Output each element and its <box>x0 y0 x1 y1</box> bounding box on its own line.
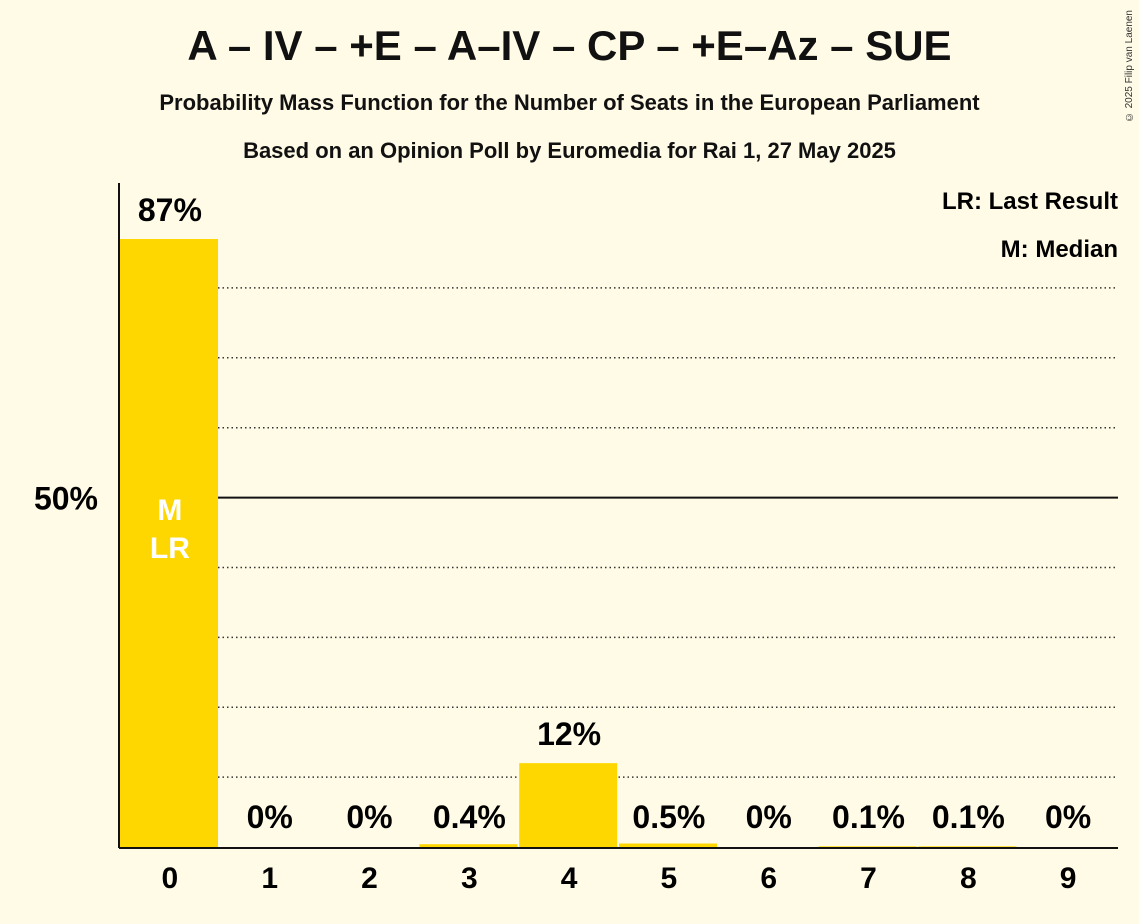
value-label: 0.5% <box>632 799 705 835</box>
value-label: 0.4% <box>433 799 506 835</box>
chart-title: A – IV – +E – A–IV – CP – +E–Az – SUE <box>187 22 952 69</box>
x-tick-label: 9 <box>1060 862 1077 895</box>
x-tick-label: 1 <box>261 862 278 895</box>
legend-last-result: LR: Last Result <box>942 188 1118 215</box>
bar-seats-4 <box>519 763 618 847</box>
bar-seats-3 <box>419 844 518 847</box>
x-tick-label: 5 <box>661 862 678 895</box>
x-tick-label: 6 <box>760 862 777 895</box>
gridlines <box>218 287 1118 778</box>
value-label: 0% <box>1045 799 1091 835</box>
value-label: 87% <box>138 192 202 228</box>
value-label: 0% <box>746 799 792 835</box>
bar-seats-0 <box>120 239 218 847</box>
x-tick-label: 7 <box>860 862 877 895</box>
value-label: 0.1% <box>932 799 1005 835</box>
median-marker: M <box>157 494 182 527</box>
value-label: 0% <box>247 799 293 835</box>
value-labels: 87% M LR 0% 0% 0.4% 12% 0.5% 0% 0.1% 0.1% 0% <box>138 192 1091 835</box>
y-tick-labels: 50% <box>34 481 98 517</box>
value-label: 0.1% <box>832 799 905 835</box>
last-result-marker: LR <box>150 532 190 565</box>
legend-median: M: Median <box>1001 236 1118 263</box>
bar-seats-7 <box>818 846 917 847</box>
value-label: 12% <box>537 716 601 752</box>
x-tick-labels: 0 1 2 3 4 5 6 7 8 9 <box>162 862 1077 895</box>
value-label: 0% <box>346 799 392 835</box>
x-tick-label: 0 <box>162 862 179 895</box>
x-tick-label: 2 <box>361 862 378 895</box>
x-tick-label: 8 <box>960 862 977 895</box>
x-tick-label: 4 <box>561 862 578 895</box>
bars <box>120 239 1017 847</box>
bar-seats-8 <box>918 846 1017 847</box>
y-tick-label: 50% <box>34 481 98 517</box>
bar-seats-5 <box>619 843 717 847</box>
x-tick-label: 3 <box>461 862 478 895</box>
chart-subtitle: Probability Mass Function for the Number… <box>159 90 980 115</box>
chart-source-line: Based on an Opinion Poll by Euromedia fo… <box>243 138 896 163</box>
